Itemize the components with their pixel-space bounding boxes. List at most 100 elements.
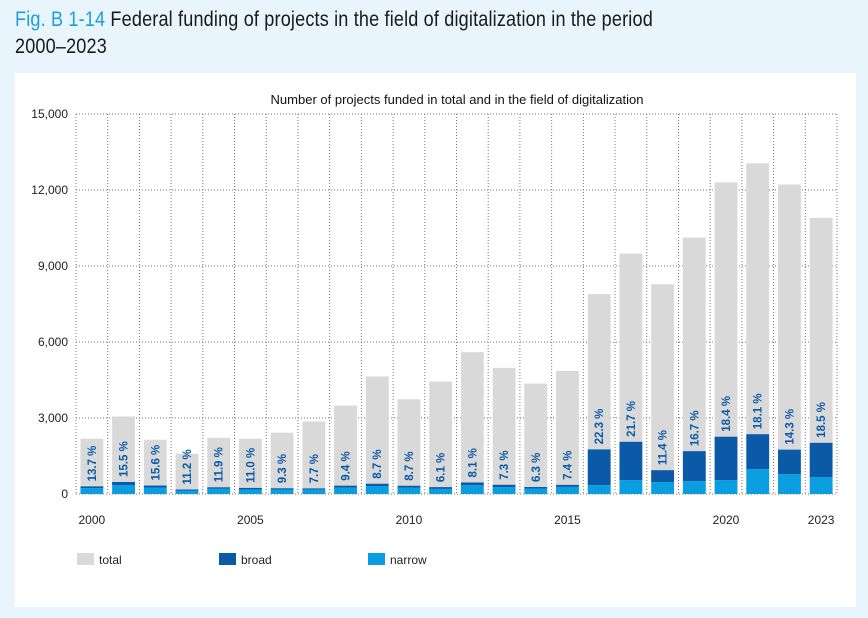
percentage-label: 14.3 % — [784, 409, 796, 445]
bar-group: 15.5 % — [112, 416, 135, 494]
bar-group: 18.5 % — [809, 217, 833, 494]
bar-total — [778, 184, 801, 494]
percentage-label: 8.1 % — [467, 448, 479, 477]
bar-total — [365, 376, 389, 494]
y-axis: 0 3,000 6,000 9,000 12,000 15,000 — [31, 107, 68, 501]
bar-broad — [746, 434, 770, 470]
bar-narrow — [112, 485, 135, 494]
chart-title: Number of projects funded in total and i… — [271, 92, 644, 107]
bar-total — [492, 367, 516, 494]
bar-group: 15.6 % — [143, 439, 167, 494]
bar-narrow — [397, 487, 421, 494]
bar-narrow — [619, 480, 643, 494]
bar-group: 11.0 % — [238, 438, 262, 494]
bar-group: 7.3 % — [492, 367, 516, 494]
bar-total — [238, 438, 262, 494]
bar-group: 7.4 % — [556, 370, 579, 494]
bar-total — [809, 217, 833, 494]
bar-broad — [682, 451, 706, 482]
percentage-label: 7.7 % — [309, 454, 321, 483]
bar-group: 18.1 % — [746, 163, 770, 494]
bar-narrow — [778, 474, 801, 494]
percentage-label: 11.9 % — [214, 447, 226, 482]
x-tick-label: 2020 — [713, 513, 740, 527]
bar-total — [397, 399, 421, 494]
bar-broad — [524, 487, 548, 489]
bar-group: 6.1 % — [429, 381, 453, 494]
figure-title: Fig. B 1-14 Federal funding of projects … — [15, 6, 669, 60]
x-tick-label: 2000 — [79, 513, 106, 527]
bar-broad — [334, 485, 357, 488]
bar-group: 8.7 % — [397, 399, 421, 494]
legend-item-total: total — [77, 553, 122, 567]
bar-broad — [651, 470, 675, 483]
bar-narrow — [587, 485, 611, 494]
chart-panel: Number of projects funded in total and i… — [15, 73, 856, 607]
bar-broad — [175, 489, 199, 491]
bar-total — [80, 438, 104, 494]
percentage-label: 11.0 % — [245, 448, 257, 483]
bar-total — [143, 439, 167, 494]
bar-group: 11.2 % — [175, 449, 199, 494]
bar-total — [714, 182, 738, 494]
bar-group: 9.3 % — [270, 432, 294, 494]
bar-narrow — [334, 487, 357, 494]
percentage-label: 21.7 % — [626, 401, 638, 437]
bar-narrow — [429, 488, 453, 494]
bar-total — [556, 370, 579, 494]
percentage-label: 6.1 % — [436, 453, 448, 482]
figure-number: Fig. B 1-14 — [15, 8, 106, 31]
bar-narrow — [175, 490, 199, 494]
bar-group: 9.4 % — [334, 405, 357, 494]
bar-group: 14.3 % — [778, 184, 801, 494]
legend: total broad narrow — [77, 553, 427, 567]
y-tick-label: 9,000 — [38, 259, 68, 273]
y-tick-label: 0 — [61, 487, 68, 501]
percentage-label: 15.5 % — [119, 441, 131, 477]
bar-total — [429, 381, 453, 494]
legend-label: narrow — [390, 553, 427, 567]
bar-group: 18.4 % — [714, 182, 738, 494]
bar-total — [302, 421, 326, 494]
bar-broad — [714, 436, 738, 481]
bar-narrow — [492, 487, 516, 494]
figure-title-text: Federal funding of projects in the field… — [15, 8, 653, 58]
percentage-label: 11.2 % — [182, 449, 194, 484]
percentage-label: 11.4 % — [658, 430, 670, 465]
x-axis: 2000 2005 2010 2015 2020 2023 — [79, 513, 835, 527]
percentage-label: 6.3 % — [531, 453, 543, 482]
bar-broad — [397, 485, 421, 488]
y-tick-label: 6,000 — [38, 335, 68, 349]
percentage-label: 13.7 % — [87, 446, 99, 482]
bars: 13.7 % 15.5 % 15.6 % 11.2 % 11.9 % 11.0 % 9.3 … — [80, 163, 833, 495]
percentage-label: 7.4 % — [562, 450, 574, 479]
legend-label: total — [99, 553, 122, 567]
percentage-label: 8.7 % — [372, 449, 384, 478]
bar-broad — [778, 449, 801, 475]
bar-total — [746, 163, 770, 494]
bar-broad — [112, 481, 135, 486]
bar-group: 13.7 % — [80, 438, 104, 494]
bar-total — [682, 237, 706, 495]
bar-total — [175, 453, 199, 494]
bar-broad — [809, 442, 833, 478]
bar-narrow — [207, 488, 231, 494]
x-tick-label: 2023 — [808, 513, 835, 527]
percentage-label: 9.3 % — [277, 454, 289, 483]
legend-swatch — [368, 553, 385, 565]
bar-broad — [492, 484, 516, 488]
bar-total — [524, 383, 548, 494]
bar-narrow — [524, 488, 548, 494]
bar-narrow — [270, 489, 294, 494]
bar-narrow — [809, 477, 833, 494]
percentage-label: 18.5 % — [816, 402, 828, 438]
bar-group: 7.7 % — [302, 421, 326, 494]
bar-group: 8.1 % — [460, 352, 484, 494]
bar-broad — [143, 485, 167, 488]
bar-group: 11.4 % — [651, 284, 675, 494]
bar-broad — [270, 488, 294, 490]
bar-total — [587, 294, 611, 494]
bar-broad — [460, 482, 484, 486]
bar-narrow — [651, 482, 675, 494]
bar-broad — [365, 483, 389, 487]
